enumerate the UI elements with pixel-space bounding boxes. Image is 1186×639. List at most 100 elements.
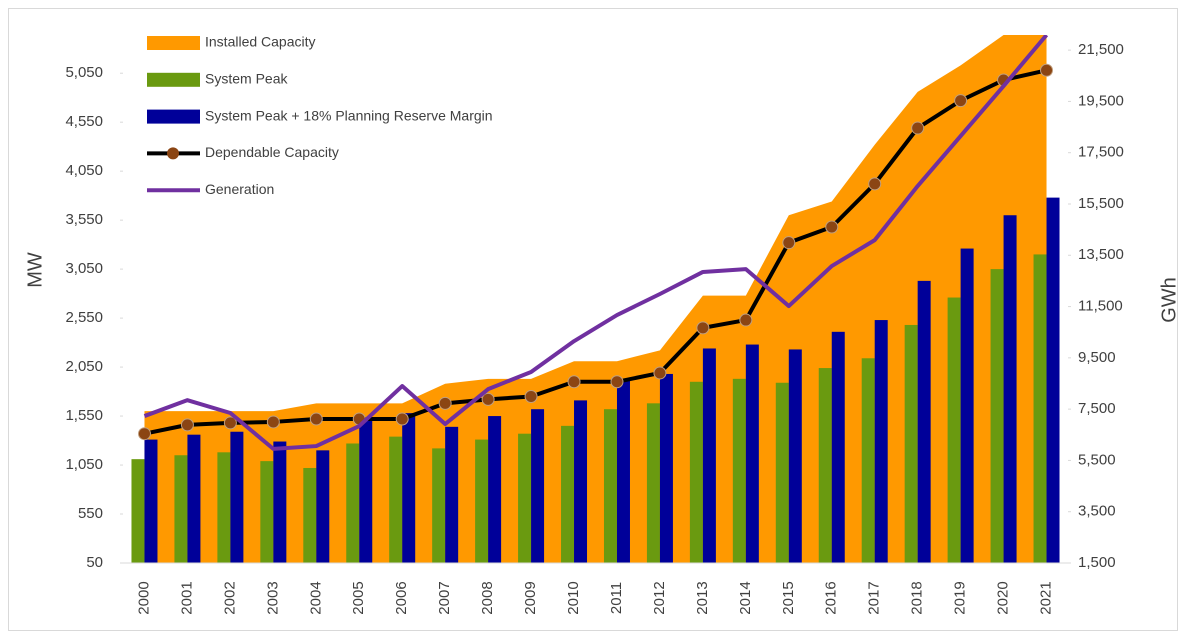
bar bbox=[303, 467, 317, 563]
y2-tick-label: 15,500 bbox=[1078, 195, 1124, 212]
bar bbox=[445, 426, 459, 563]
bar bbox=[488, 416, 502, 563]
x-tick-label: 2000 bbox=[135, 581, 152, 614]
bar bbox=[947, 297, 961, 563]
x-tick-label: 2020 bbox=[995, 581, 1012, 614]
y-tick-label: 2,550 bbox=[65, 309, 103, 326]
line bbox=[144, 68, 1047, 436]
bar bbox=[230, 431, 244, 563]
bar bbox=[1003, 215, 1017, 563]
plot-area bbox=[131, 35, 1060, 563]
bar bbox=[732, 378, 746, 563]
x-tick-label: 2005 bbox=[350, 581, 367, 614]
legend-label: System Peak bbox=[205, 71, 288, 87]
bar bbox=[702, 348, 716, 563]
bar bbox=[531, 409, 545, 563]
bar bbox=[689, 381, 703, 563]
marker bbox=[782, 236, 796, 250]
bar bbox=[1046, 197, 1060, 563]
marker bbox=[309, 412, 323, 426]
bar bbox=[990, 269, 1004, 563]
x-tick-label: 2015 bbox=[780, 581, 797, 614]
bar bbox=[831, 331, 845, 563]
marker bbox=[739, 313, 753, 327]
marker bbox=[524, 389, 538, 403]
y2-tick-label: 17,500 bbox=[1078, 144, 1124, 161]
x-tick-label: 2001 bbox=[178, 581, 195, 614]
bar bbox=[359, 420, 373, 563]
y-tick-label: 4,050 bbox=[65, 162, 103, 179]
y-tick-label: 3,050 bbox=[65, 260, 103, 277]
y-tick-label: 2,050 bbox=[65, 358, 103, 375]
y2-tick-label: 19,500 bbox=[1078, 92, 1124, 109]
marker bbox=[696, 321, 710, 335]
x-tick-label: 2007 bbox=[436, 581, 453, 614]
bar bbox=[402, 413, 416, 563]
bar bbox=[518, 433, 532, 563]
bar bbox=[187, 434, 201, 563]
y2-tick-label: 13,500 bbox=[1078, 246, 1124, 263]
bar bbox=[1033, 254, 1047, 563]
marker bbox=[610, 375, 624, 389]
y2-tick-label: 3,500 bbox=[1078, 503, 1116, 520]
bar bbox=[346, 443, 360, 563]
x-tick-label: 2010 bbox=[565, 581, 582, 614]
legend-marker bbox=[167, 147, 179, 160]
bar bbox=[775, 382, 789, 563]
x-tick-label: 2004 bbox=[307, 581, 324, 614]
bar bbox=[131, 459, 145, 563]
x-tick-label: 2008 bbox=[479, 581, 496, 614]
bar bbox=[475, 439, 489, 563]
x-tick-label: 2011 bbox=[608, 582, 625, 614]
bar bbox=[217, 452, 231, 563]
y-tick-label: 1,550 bbox=[65, 407, 103, 424]
marker bbox=[395, 412, 409, 426]
bar bbox=[574, 400, 588, 563]
marker bbox=[266, 415, 280, 429]
marker bbox=[567, 375, 581, 389]
bar bbox=[960, 248, 974, 563]
bar bbox=[603, 409, 617, 563]
legend-label: System Peak + 18% Planning Reserve Margi… bbox=[205, 107, 493, 123]
bar bbox=[818, 368, 832, 563]
y-tick-label: 1,050 bbox=[65, 456, 103, 473]
bar bbox=[260, 461, 274, 563]
x-tick-label: 2019 bbox=[952, 581, 969, 614]
y2-axis-title: GWh bbox=[1158, 277, 1180, 323]
marker bbox=[653, 366, 667, 380]
y-tick-label: 5,050 bbox=[65, 64, 103, 81]
y-tick-label: 550 bbox=[78, 505, 103, 522]
y2-tick-label: 11,500 bbox=[1078, 298, 1123, 315]
x-tick-label: 2012 bbox=[651, 581, 668, 614]
legend-label: Dependable Capacity bbox=[205, 144, 339, 160]
marker bbox=[868, 177, 882, 191]
y-tick-label: 4,550 bbox=[65, 113, 103, 130]
legend-swatch bbox=[147, 109, 200, 124]
bar bbox=[174, 455, 188, 563]
y-tick-label: 50 bbox=[86, 554, 103, 571]
bar bbox=[788, 349, 802, 563]
bar bbox=[144, 439, 158, 563]
bar bbox=[561, 425, 575, 563]
x-tick-label: 2021 bbox=[1037, 581, 1054, 614]
y-axis-title: MW bbox=[24, 252, 46, 288]
x-tick-label: 2003 bbox=[264, 581, 281, 614]
x-tick-label: 2016 bbox=[823, 581, 840, 614]
x-tick-label: 2018 bbox=[909, 581, 926, 614]
marker bbox=[954, 94, 968, 108]
legend-label: Installed Capacity bbox=[205, 34, 316, 50]
bar bbox=[659, 373, 673, 563]
marker bbox=[137, 427, 151, 441]
bar bbox=[917, 280, 931, 563]
x-tick-label: 2017 bbox=[866, 581, 883, 614]
marker bbox=[825, 220, 839, 234]
legend-swatch bbox=[147, 36, 200, 50]
x-tick-label: 2014 bbox=[737, 581, 754, 614]
bar bbox=[389, 436, 403, 563]
bar bbox=[874, 320, 888, 563]
x-tick-label: 2002 bbox=[221, 581, 238, 614]
y2-tick-label: 5,500 bbox=[1078, 451, 1116, 468]
marker bbox=[223, 416, 237, 430]
bar bbox=[861, 358, 875, 563]
